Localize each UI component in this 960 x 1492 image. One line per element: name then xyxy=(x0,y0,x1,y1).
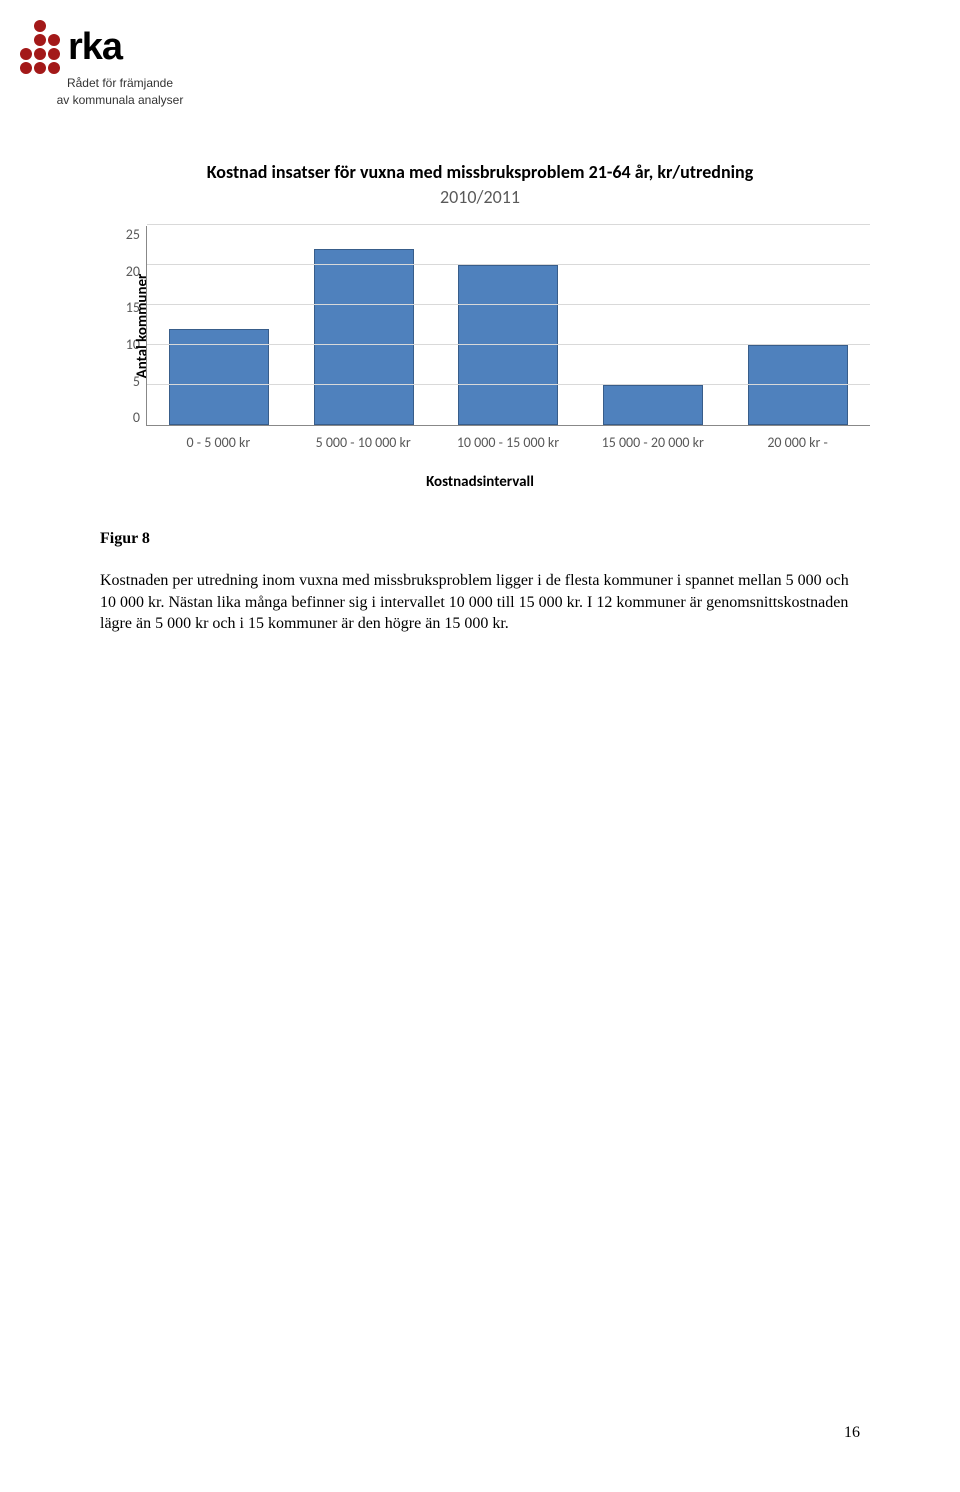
x-axis-label: Kostnadsintervall xyxy=(90,473,870,491)
logo-brand: rka xyxy=(68,26,122,69)
x-tick: 15 000 - 20 000 kr xyxy=(593,434,713,451)
gridline xyxy=(147,344,870,345)
gridline xyxy=(147,224,870,225)
logo-dot-icon xyxy=(20,20,62,74)
chart-subtitle: 2010/2011 xyxy=(90,186,870,208)
bar xyxy=(603,385,703,425)
logo-row: rka xyxy=(20,20,220,74)
figure-label: Figur 8 xyxy=(100,530,150,548)
logo-sub-line1: Rådet för främjande xyxy=(20,76,220,91)
x-tick: 20 000 kr - xyxy=(738,434,858,451)
x-tick: 5 000 - 10 000 kr xyxy=(303,434,423,451)
bars-container xyxy=(147,226,870,425)
y-tick: 0 xyxy=(116,409,140,426)
chart-title: Kostnad insatser för vuxna med missbruks… xyxy=(90,160,870,184)
bar-chart: Kostnad insatser för vuxna med missbruks… xyxy=(90,160,870,491)
plot-area xyxy=(146,226,870,426)
x-tick: 0 - 5 000 kr xyxy=(158,434,278,451)
logo-sub-line2: av kommunala analyser xyxy=(20,93,220,108)
logo: rka Rådet för främjande av kommunala ana… xyxy=(20,20,220,108)
gridline xyxy=(147,304,870,305)
bar xyxy=(458,265,558,425)
gridline xyxy=(147,384,870,385)
gridline xyxy=(147,264,870,265)
bar xyxy=(748,345,848,425)
bar xyxy=(314,249,414,425)
y-axis-label-wrap: Antal kommuner xyxy=(90,226,116,426)
y-tick: 25 xyxy=(116,226,140,243)
page-number: 16 xyxy=(844,1424,860,1442)
x-tick: 10 000 - 15 000 kr xyxy=(448,434,568,451)
chart-body: Antal kommuner 2520151050 xyxy=(90,226,870,426)
x-tick-labels: 0 - 5 000 kr 5 000 - 10 000 kr 10 000 - 15… xyxy=(146,434,870,451)
body-paragraph: Kostnaden per utredning inom vuxna med m… xyxy=(100,570,860,635)
